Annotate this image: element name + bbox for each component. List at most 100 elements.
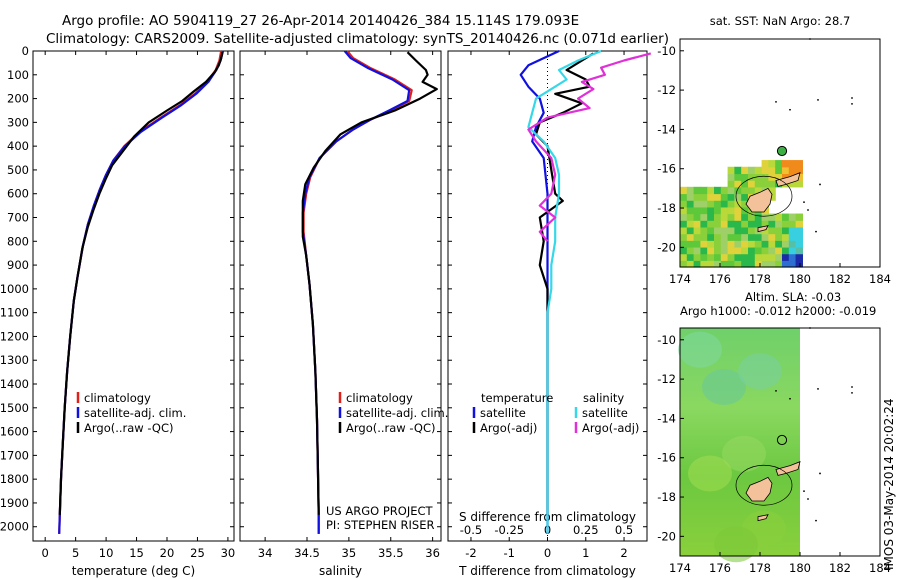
islet: [819, 472, 821, 475]
sst-cell: [761, 160, 769, 168]
sst-cell: [775, 173, 783, 181]
s-diff-tick-label: 0.25: [573, 523, 599, 537]
sst-cell: [700, 253, 708, 261]
sst-cell: [680, 226, 688, 235]
sst-cell: [700, 233, 708, 241]
island-1: [775, 172, 801, 187]
sst-cell: [768, 213, 776, 221]
sst-cell: [734, 186, 742, 195]
sst-cell: [788, 180, 797, 188]
islet: [775, 100, 777, 103]
argo-location-marker: [776, 434, 788, 446]
sst-cell: [720, 193, 729, 201]
sst-cell: [754, 180, 763, 188]
sst-cell: [734, 246, 742, 255]
sst-cell: [680, 200, 688, 208]
sst-map-frame: [679, 38, 881, 268]
sst-cell: [727, 240, 735, 248]
sla-map-title: Altim. SLA: -0.03: [745, 290, 841, 304]
sst-cell: [775, 166, 783, 175]
temperature-xtick-label: 30: [221, 546, 236, 560]
sst-cell: [686, 233, 695, 241]
sst-cell: [761, 260, 769, 268]
reef-outline: [735, 464, 793, 506]
islet: [851, 391, 853, 394]
figure-title-line2: Climatology: CARS2009. Satellite-adjuste…: [46, 31, 669, 47]
sst-cell: [768, 253, 776, 261]
sst-cell: [714, 213, 722, 221]
sst-cell: [741, 193, 749, 201]
sst-cell: [727, 173, 735, 181]
sla-map-ytick-label: -10: [657, 333, 676, 347]
sst-cell: [693, 186, 701, 195]
depth-tick-label: 1300: [0, 353, 29, 367]
sst-cell: [748, 180, 756, 188]
depth-tick-label: 500: [7, 163, 29, 177]
sst-cell: [714, 193, 722, 201]
sst-cell: [775, 246, 783, 255]
islet: [817, 99, 819, 101]
difference-xtick-label: -1: [503, 546, 514, 560]
sst-cell: [788, 160, 797, 168]
sst-cell: [680, 206, 688, 215]
sst-cell: [680, 186, 688, 195]
temperature-series-1: [58, 50, 225, 534]
sst-cell: [693, 253, 701, 261]
temperature-legend-2-label: Argo(..raw -QC): [84, 421, 174, 435]
sst-cell: [680, 220, 688, 228]
sst-cell: [795, 160, 803, 168]
sst-cell: [700, 206, 708, 215]
sst-cell: [768, 226, 776, 235]
sst-cell: [788, 166, 797, 175]
depth-tick-label: 400: [7, 139, 29, 153]
sst-cell: [775, 233, 783, 241]
islet: [789, 108, 791, 111]
sst-cell: [700, 186, 708, 195]
sst-cell: [727, 166, 735, 175]
depth-tick-label: 1100: [0, 306, 29, 320]
s-diff-tick-label: 0.5: [615, 523, 633, 537]
sst-cell: [693, 246, 701, 255]
sst-cell: [700, 260, 708, 268]
sst-cell: [727, 246, 735, 255]
sst-cell: [734, 180, 742, 188]
sst-cell: [748, 166, 756, 175]
sst-cell: [754, 173, 763, 181]
difference-series-2: [527, 49, 602, 534]
islet: [775, 389, 777, 392]
sst-cell: [693, 220, 701, 228]
sst-map-ytick-label: -10: [657, 44, 676, 58]
sst-cell: [727, 193, 735, 201]
island-0: [745, 187, 773, 213]
sst-cell: [693, 200, 701, 208]
sst-cell: [761, 213, 769, 221]
islet: [815, 230, 817, 233]
depth-tick-label: 1700: [0, 448, 29, 462]
sst-cell: [734, 253, 742, 261]
sst-cell: [734, 166, 742, 175]
sst-cell: [782, 233, 790, 241]
islet: [819, 183, 821, 186]
sst-map-xtick-label: 184: [869, 272, 891, 286]
sst-cell: [775, 240, 783, 248]
imos-timestamp: IMOS 03-May-2014 20:02:24: [882, 398, 896, 570]
sst-cell: [795, 226, 803, 235]
legend-title-salinity: salinity: [583, 391, 624, 405]
sst-cell: [788, 253, 797, 261]
difference-xtick-label: 2: [620, 546, 627, 560]
sst-cell: [748, 253, 756, 261]
sst-cell: [700, 246, 708, 255]
sst-map-ytick-label: -20: [657, 240, 676, 254]
sst-cell: [775, 253, 783, 261]
sst-cell: [707, 186, 715, 195]
s-diff-tick-label: -0.5: [460, 523, 482, 537]
sst-map-ytick-label: -14: [657, 122, 676, 136]
sst-cell: [754, 246, 763, 255]
sst-cell: [741, 180, 749, 188]
sst-cell: [707, 200, 715, 208]
sst-cell: [754, 253, 763, 261]
sst-cell: [734, 226, 742, 235]
sst-cell: [788, 240, 797, 248]
sst-cell: [734, 193, 742, 201]
